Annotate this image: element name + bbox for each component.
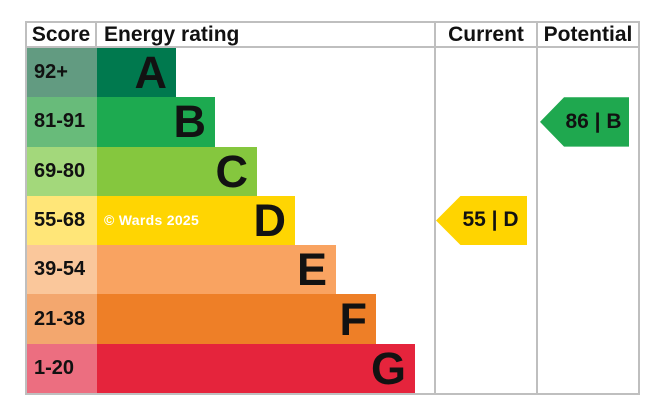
epc-body: 92+ A 81-91 B 69-80 C 55-68 © Wards 2025… xyxy=(27,48,638,393)
band-score: 92+ xyxy=(27,48,97,98)
band-letter: C xyxy=(215,145,249,197)
band-letter: A xyxy=(134,47,168,99)
band-letter: E xyxy=(296,244,327,296)
header-potential: Potential xyxy=(536,23,638,46)
band-row: 55-68 © Wards 2025 D xyxy=(27,194,638,246)
band-bar: C xyxy=(97,145,257,197)
band-bar: © Wards 2025 D xyxy=(97,194,295,246)
epc-table: Score Energy rating Current Potential 92… xyxy=(25,21,640,395)
band-score: 21-38 xyxy=(27,294,97,344)
band-score: 39-54 xyxy=(27,245,97,295)
band-bar: G xyxy=(97,342,415,394)
watermark-text: © Wards 2025 xyxy=(104,212,200,229)
band-score: 81-91 xyxy=(27,97,97,147)
band-letter: B xyxy=(173,96,207,148)
header-energy-rating: Energy rating xyxy=(104,22,240,46)
band-row: 81-91 B xyxy=(27,96,638,148)
header-score: Score xyxy=(27,23,97,46)
band-row: 69-80 C xyxy=(27,145,638,197)
band-score: 1-20 xyxy=(27,343,97,393)
band-letter: F xyxy=(339,293,368,345)
potential-column-divider xyxy=(536,48,538,393)
header-current: Current xyxy=(434,23,536,46)
band-letter: G xyxy=(370,342,406,394)
band-bar: B xyxy=(97,96,215,148)
band-score: 69-80 xyxy=(27,146,97,196)
current-rating-arrow: 55 | D xyxy=(436,195,527,246)
band-row: 1-20 G xyxy=(27,342,638,394)
band-score: 55-68 xyxy=(27,195,97,246)
band-bar: F xyxy=(97,293,376,345)
band-row: 21-38 F xyxy=(27,293,638,345)
band-row: 39-54 E xyxy=(27,244,638,296)
table-header-row: Score Energy rating Current Potential xyxy=(27,23,638,48)
band-letter: D xyxy=(253,194,287,246)
band-bar: E xyxy=(97,244,336,296)
current-column-divider xyxy=(434,48,436,393)
band-bar: A xyxy=(97,47,176,99)
band-row: 92+ A xyxy=(27,47,638,99)
